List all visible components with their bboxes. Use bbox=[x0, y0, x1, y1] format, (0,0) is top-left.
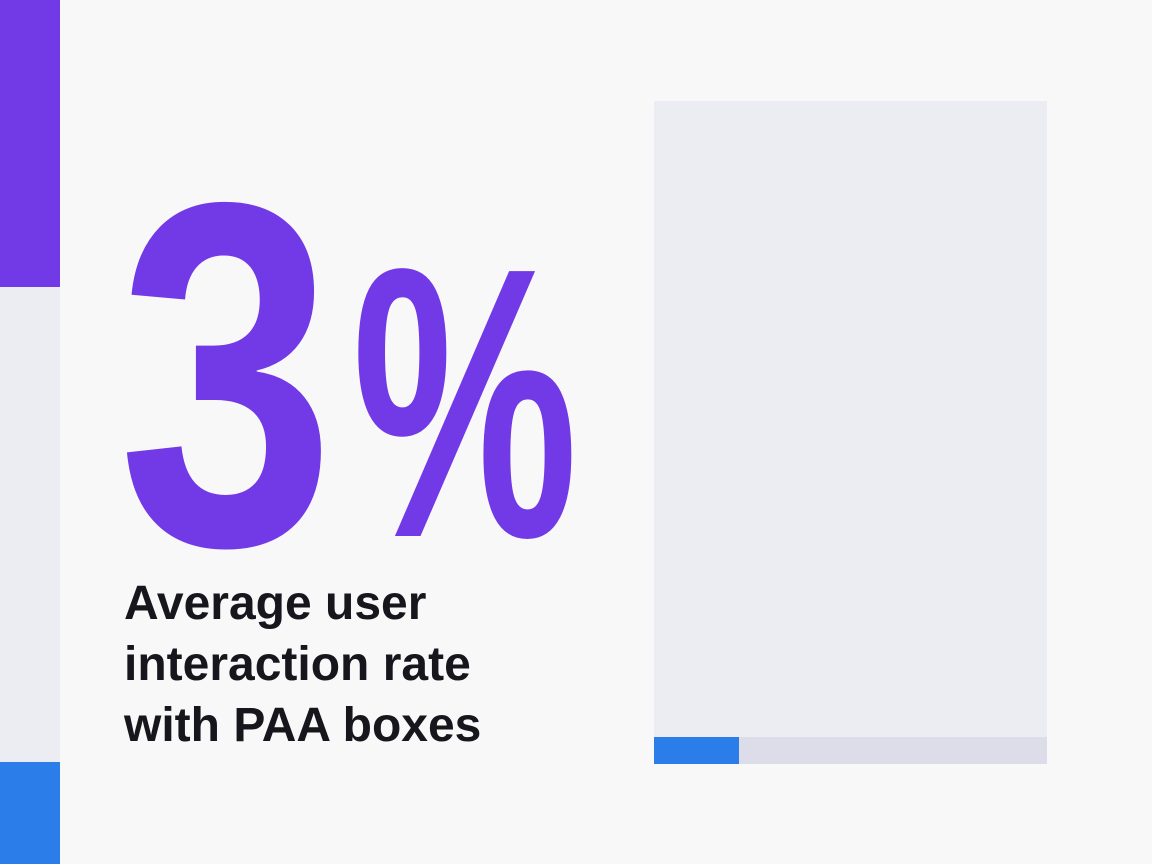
description-line: with PAA boxes bbox=[123, 699, 481, 752]
stat-value: 3 bbox=[118, 100, 335, 648]
description-line: Average user bbox=[124, 577, 426, 630]
description-line: interaction rate bbox=[124, 638, 471, 691]
side-panel bbox=[654, 101, 1047, 764]
stat-unit: % bbox=[352, 187, 578, 618]
progress-fill bbox=[654, 737, 739, 764]
accent-bar-blue bbox=[0, 762, 60, 864]
accent-bar-purple bbox=[0, 0, 60, 287]
accent-bar-gray bbox=[0, 287, 60, 762]
